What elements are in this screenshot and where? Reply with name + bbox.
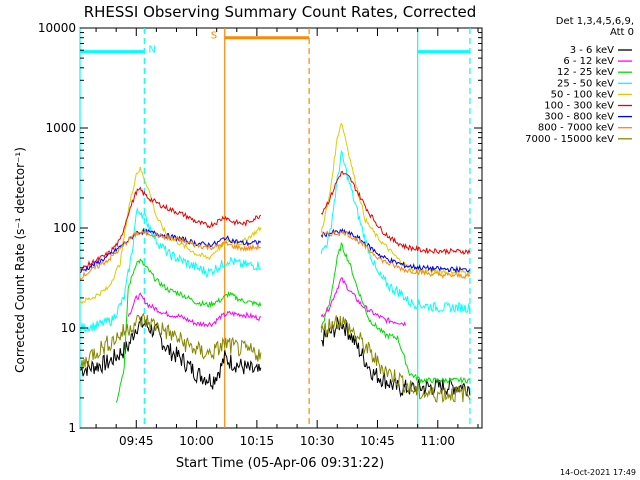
y-tick-label-0: 1 bbox=[68, 421, 76, 435]
legend-label-3: 25 - 50 keV bbox=[557, 78, 614, 89]
x-tick-label-5: 11:00 bbox=[420, 434, 455, 448]
legend-label-6: 300 - 800 keV bbox=[544, 112, 614, 123]
x-tick-label-3: 10:30 bbox=[300, 434, 335, 448]
annotations-layer: NS bbox=[79, 28, 471, 428]
legend-header-0: Det 1,3,4,5,6,9, bbox=[556, 16, 634, 27]
series-line-3 bbox=[79, 149, 471, 334]
series-line-8 bbox=[79, 312, 471, 403]
series-line-7 bbox=[79, 229, 471, 281]
legend-label-2: 12 - 25 keV bbox=[557, 67, 614, 78]
x-tick-label-4: 10:45 bbox=[360, 434, 395, 448]
legend-header-1: Att 0 bbox=[610, 27, 634, 38]
x-tick-label-0: 09:45 bbox=[119, 434, 154, 448]
series-line-2 bbox=[115, 241, 471, 403]
series-line-1 bbox=[127, 277, 407, 328]
legend-label-4: 50 - 100 keV bbox=[551, 89, 615, 100]
legend-label-8: 7000 - 15000 keV bbox=[525, 134, 614, 145]
series-line-5 bbox=[79, 170, 471, 271]
y-tick-label-4: 10000 bbox=[38, 21, 76, 35]
y-tick-label-2: 100 bbox=[53, 221, 76, 235]
x-tick-label-1: 10:00 bbox=[179, 434, 214, 448]
flag-label-N: N bbox=[148, 45, 155, 56]
flag-label-S: S bbox=[211, 31, 217, 42]
x-tick-label-2: 10:15 bbox=[240, 434, 275, 448]
y-tick-label-3: 1000 bbox=[45, 121, 76, 135]
legend-label-5: 100 - 300 keV bbox=[544, 101, 614, 112]
chart-title: RHESSI Observing Summary Count Rates, Co… bbox=[84, 3, 477, 21]
axes-layer: 1 10 100 1000 10000 09:45 10:00 10:15 10:30 10:45… bbox=[38, 21, 482, 448]
legend-label-7: 800 - 7000 keV bbox=[538, 123, 614, 134]
legend-label-0: 3 - 6 keV bbox=[570, 45, 614, 56]
x-axis-label: Start Time (05-Apr-06 09:31:22) bbox=[176, 456, 384, 471]
series-layer bbox=[79, 122, 471, 403]
footer-timestamp: 14-Oct-2021 17:49 bbox=[560, 468, 636, 477]
legend-label-1: 6 - 12 keV bbox=[563, 56, 614, 67]
y-axis-label: Corrected Count Rate (s⁻¹ detector⁻¹) bbox=[13, 147, 27, 373]
y-tick-label-1: 10 bbox=[61, 321, 76, 335]
